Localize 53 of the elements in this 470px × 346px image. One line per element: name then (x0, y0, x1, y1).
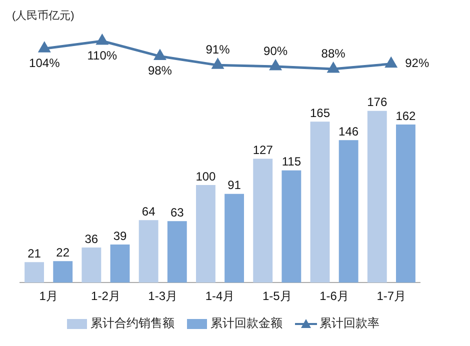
x-tick-label: 1-7月 (376, 289, 406, 304)
data-label: 176 (367, 95, 388, 110)
data-label: 91% (206, 42, 230, 56)
bar (24, 262, 44, 283)
data-label: 165 (310, 106, 330, 120)
bar (82, 247, 102, 283)
bar (282, 170, 302, 283)
bar (338, 140, 358, 283)
point (96, 34, 108, 45)
data-label: 39 (113, 228, 127, 243)
data-label: 98% (148, 64, 172, 78)
bar (110, 244, 130, 283)
x-tick-label: 1月 (39, 289, 58, 304)
legend-label: 累计合约销售额 (90, 315, 174, 332)
bar (53, 261, 73, 283)
bar (167, 221, 187, 283)
x-tick-label: 1-6月 (320, 289, 349, 304)
data-label: 115 (282, 154, 302, 169)
data-label: 22 (56, 245, 70, 260)
data-label: 91 (228, 178, 242, 192)
data-label: 88% (321, 46, 346, 60)
bar (224, 194, 244, 283)
bar (396, 124, 416, 283)
x-tick-label: 1-2月 (91, 289, 120, 304)
legend-label: 累计回款率 (320, 315, 380, 332)
point (212, 58, 224, 69)
data-label: 63 (170, 205, 184, 220)
data-label: 90% (264, 44, 288, 58)
point (154, 50, 166, 60)
bar (310, 122, 330, 283)
bar (196, 185, 216, 283)
text: (人民币亿元) (12, 9, 76, 23)
bar (253, 158, 273, 283)
bar (367, 110, 387, 283)
data-label: 100 (196, 169, 216, 184)
x-tick-label: 1-3月 (148, 289, 178, 304)
data-label: 36 (84, 232, 98, 246)
point (328, 62, 339, 73)
point (270, 60, 282, 70)
data-label: 21 (28, 246, 42, 260)
data-label: 146 (338, 124, 359, 138)
legend-label: 累计回款金额 (210, 315, 282, 332)
x-tick-label: 1-5月 (262, 289, 292, 304)
data-label: 104% (29, 56, 60, 70)
data-label: 162 (396, 108, 416, 123)
data-label: 110% (87, 48, 118, 62)
data-label: 64 (142, 204, 156, 218)
x-tick-label: 1-4月 (205, 289, 235, 304)
data-label: 127 (252, 143, 274, 158)
point (386, 58, 397, 68)
point (38, 42, 50, 52)
data-label: 92% (405, 56, 430, 70)
bar (138, 220, 158, 283)
